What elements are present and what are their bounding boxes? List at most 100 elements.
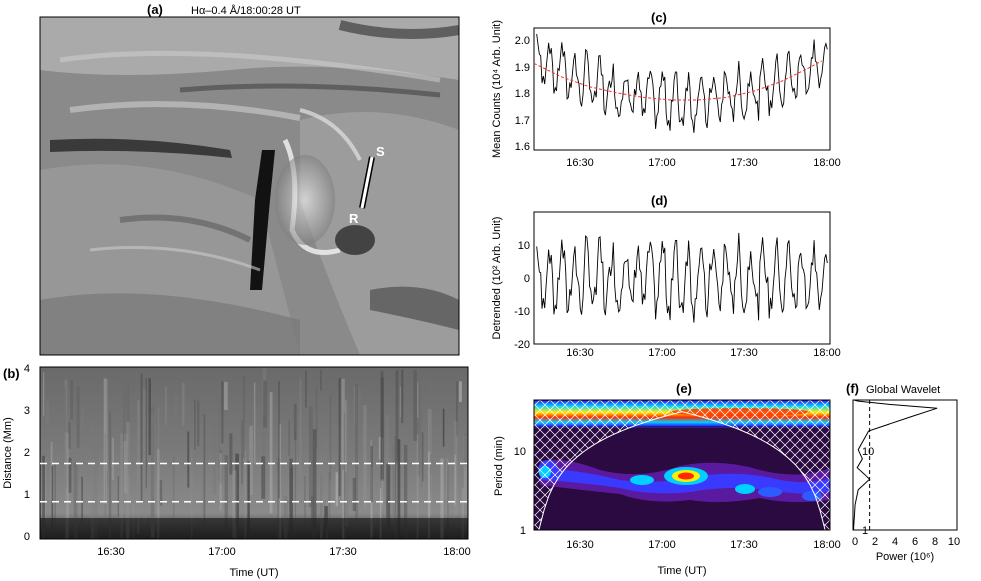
panel-e-y-ticks: 1 10 — [514, 446, 526, 537]
streak — [320, 474, 323, 539]
streak — [219, 449, 223, 484]
streak — [428, 451, 430, 539]
streak — [247, 461, 250, 539]
panel-f-title: Global Wavelet — [866, 384, 940, 396]
b-xtick: 16:30 — [97, 546, 125, 558]
streak — [279, 423, 282, 539]
streak — [224, 455, 228, 539]
h-alpha-image — [40, 17, 459, 355]
b-xtick: 17:00 — [208, 546, 236, 558]
streak — [381, 437, 384, 508]
c-xtick: 16:30 — [566, 157, 594, 169]
streak — [232, 470, 237, 539]
trend-curve — [533, 60, 823, 101]
global-wavelet-curve — [853, 399, 938, 531]
streak — [145, 377, 147, 489]
streak — [269, 392, 273, 514]
streak — [218, 396, 220, 482]
streak — [413, 369, 417, 441]
streak — [173, 456, 175, 539]
streak — [392, 444, 395, 516]
f-xtick: 4 — [892, 536, 898, 548]
streak — [442, 408, 445, 447]
panel-e-label: (e) — [676, 381, 692, 396]
streak — [68, 457, 72, 493]
streak — [454, 454, 457, 505]
b-ytick: 1 — [24, 489, 30, 501]
e-xtick: 16:30 — [566, 539, 594, 551]
streak — [191, 450, 193, 539]
mean-counts-series — [536, 33, 828, 133]
streak — [310, 495, 314, 534]
streak — [370, 440, 372, 539]
streak — [164, 386, 167, 426]
streak — [320, 369, 322, 391]
streak — [341, 378, 345, 463]
f-xtick: 6 — [912, 536, 918, 548]
streak — [64, 379, 68, 487]
streak — [249, 425, 253, 496]
streak — [343, 412, 346, 539]
streak — [243, 376, 245, 458]
streak — [278, 381, 280, 498]
streak — [203, 414, 206, 529]
c-ytick: 2.0 — [515, 35, 530, 47]
c-xtick: 17:00 — [648, 157, 676, 169]
panel-d-y-ticks: -20 -10 0 10 — [514, 240, 530, 351]
streak — [294, 430, 297, 536]
streak — [262, 434, 265, 500]
panel-b: (b) 0 1 2 3 4 16:30 17:00 17:30 18:00 Di… — [2, 363, 471, 579]
d-xtick: 17:30 — [730, 347, 758, 359]
streak — [261, 456, 266, 499]
d-xtick: 16:30 — [566, 347, 594, 359]
panel-a: (a) Hα–0.4 Å/18:00:28 UT S — [39, 2, 460, 356]
streak — [422, 432, 424, 481]
streak — [221, 381, 224, 444]
streak — [158, 408, 160, 487]
f-xtick: 0 — [852, 536, 858, 548]
streak — [288, 420, 291, 457]
time-distance-map — [40, 367, 468, 539]
c-ytick: 1.8 — [515, 88, 530, 100]
panel-f: (f) Global Wavelet 0 2 4 6 8 10 1 10 Pow… — [846, 381, 960, 563]
streak — [106, 379, 108, 471]
streak — [379, 488, 382, 539]
streak — [345, 399, 347, 472]
panel-d-frame — [533, 211, 831, 345]
streak — [148, 378, 151, 456]
f-ytick: 10 — [862, 446, 874, 458]
streak — [445, 458, 449, 518]
cone-of-influence — [534, 411, 830, 530]
panel-c-x-ticks: 16:30 17:00 17:30 18:00 — [566, 157, 841, 169]
streak — [459, 381, 462, 402]
streak — [122, 387, 127, 441]
streak — [45, 457, 47, 518]
panel-d-label: (d) — [651, 193, 668, 208]
streak — [417, 382, 419, 418]
slit-end-label: R — [349, 211, 359, 226]
e-xtick: 18:00 — [813, 539, 841, 551]
d-ytick: 10 — [518, 240, 530, 252]
streak — [68, 421, 71, 449]
streak — [235, 453, 239, 539]
b-ytick: 0 — [24, 531, 30, 543]
panel-c-frame — [533, 27, 831, 151]
streak — [262, 367, 267, 417]
streak — [104, 433, 106, 527]
streak — [263, 380, 267, 428]
panel-a-title: Hα–0.4 Å/18:00:28 UT — [191, 4, 301, 17]
streak — [150, 406, 155, 536]
panel-b-label: (b) — [3, 366, 20, 381]
streak — [120, 433, 123, 539]
slit-start-label: S — [376, 144, 385, 159]
streak — [219, 453, 222, 511]
streak — [328, 472, 331, 528]
b-ytick: 2 — [24, 447, 30, 459]
streak — [352, 478, 356, 511]
cone-of-influence-hatch — [534, 400, 830, 530]
streak — [464, 434, 467, 468]
b-ytick: 3 — [24, 405, 30, 417]
streak — [308, 406, 313, 508]
streak — [299, 379, 302, 479]
